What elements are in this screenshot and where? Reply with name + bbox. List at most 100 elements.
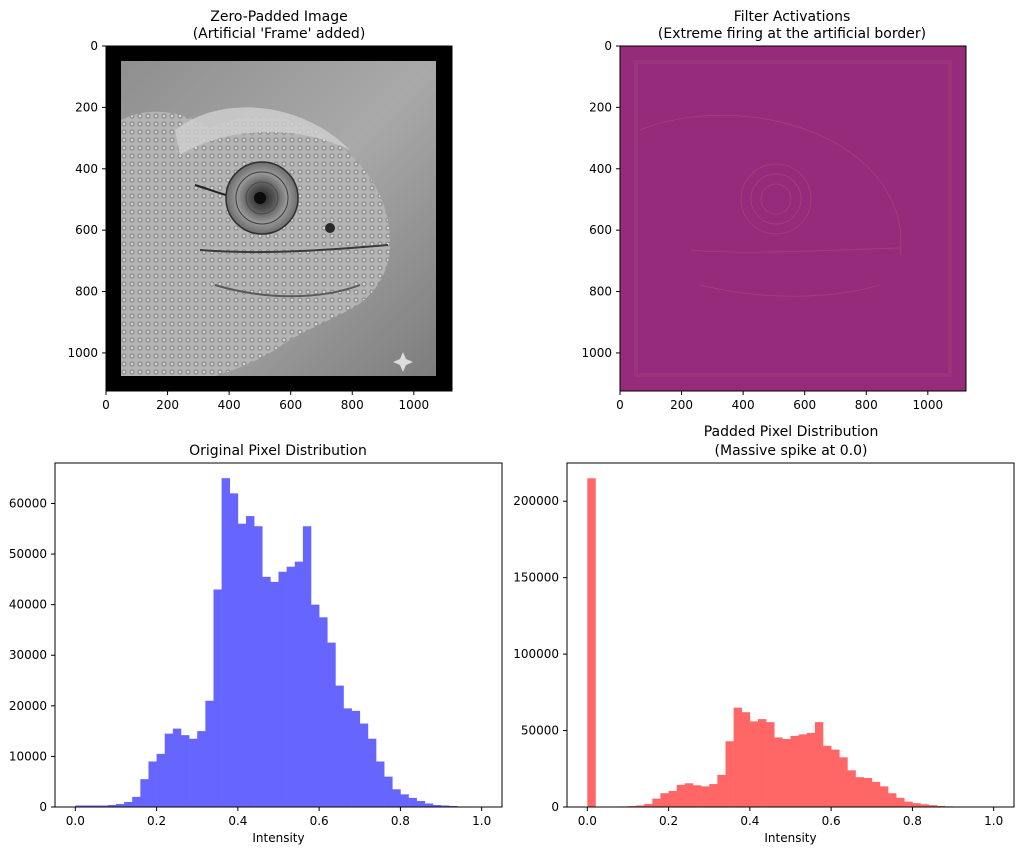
x-tick-label: 0.2 [659, 814, 678, 828]
histogram-bar [392, 789, 401, 807]
histogram-bar [75, 805, 84, 807]
axes-frame [619, 45, 967, 392]
histogram-bar [286, 566, 296, 807]
y-tick-label: 600 [75, 223, 98, 237]
x-tick-label: 0.4 [228, 814, 247, 828]
histogram-bar [99, 805, 109, 807]
histogram-bar [140, 779, 149, 807]
chameleon-illustration [121, 107, 413, 376]
histogram-bar [692, 785, 702, 807]
histogram-bar [107, 804, 117, 807]
histogram-bar [400, 794, 409, 807]
histogram-bar [717, 774, 726, 807]
y-tick-label: 200000 [513, 494, 559, 508]
panel-padded-distribution: Padded Pixel Distribution (Massive spike… [513, 424, 1015, 845]
y-tick-label: 1000 [581, 346, 612, 360]
histogram-bar [790, 735, 799, 807]
x-tick-label: 0.0 [66, 814, 85, 828]
histogram-bar [725, 741, 734, 807]
histogram-bar [115, 803, 125, 807]
axis-ticks: 0.0 0.2 0.4 0.6 0.8 1.0 0 10000 20000 30000 40000 5… [9, 496, 491, 828]
histogram-bar [766, 722, 775, 807]
histogram-bar [701, 786, 710, 807]
histogram-bar [384, 776, 393, 807]
histogram-bar [205, 700, 214, 807]
y-tick-label: 0 [39, 800, 47, 814]
histogram-bar [636, 805, 645, 807]
histogram-bar [213, 589, 222, 807]
x-tick-label: 0.4 [740, 814, 759, 828]
histogram-bar [245, 516, 255, 807]
histogram-bar [189, 738, 198, 807]
histogram-bar [839, 757, 848, 807]
y-tick-label: 40000 [9, 598, 47, 612]
title-line: Original Pixel Distribution [189, 443, 367, 459]
y-tick-label: 0 [90, 39, 98, 53]
histogram-bar [237, 523, 247, 807]
histogram-bar [676, 784, 686, 807]
x-tick-label: 1000 [913, 398, 944, 412]
histogram-bar [416, 800, 426, 807]
y-tick-label: 600 [589, 223, 612, 237]
y-tick-label: 100000 [513, 647, 559, 661]
histogram-bar [359, 723, 369, 807]
histogram-bar [928, 805, 938, 807]
y-tick-label: 800 [589, 285, 612, 299]
histogram-bar [709, 784, 718, 807]
histogram-bar [221, 478, 231, 807]
axes-frame [566, 462, 1015, 808]
title-line: (Artificial 'Frame' added) [193, 26, 366, 42]
title-line: Padded Pixel Distribution [704, 424, 879, 440]
y-tick-label: 150000 [513, 571, 559, 585]
histogram-bar [798, 734, 808, 807]
histogram-bar [757, 719, 767, 807]
histogram-bar [91, 805, 100, 807]
histogram-bar [684, 783, 694, 807]
histogram-bar [847, 770, 856, 807]
histogram-bar [814, 722, 824, 807]
y-tick-label: 20000 [9, 699, 47, 713]
y-tick-label: 30000 [9, 648, 47, 662]
histogram-bar [449, 805, 458, 807]
x-tick-label: 600 [793, 398, 816, 412]
y-tick-label: 200 [589, 100, 612, 114]
histogram-bar [367, 738, 377, 807]
histogram-bar [319, 617, 328, 807]
panel-original-distribution: Original Pixel Distribution 0.0 0.2 0.4 0.6… [9, 443, 503, 845]
histogram-bar [936, 805, 946, 807]
x-tick-label: 800 [855, 398, 878, 412]
title-line: Filter Activations [734, 9, 851, 25]
histogram-bar [180, 735, 190, 807]
histogram-bar [327, 642, 336, 807]
histogram-bar [343, 708, 352, 807]
y-tick-label: 10000 [9, 749, 47, 763]
axes-frame [105, 45, 453, 392]
histogram-bar [148, 761, 157, 807]
x-tick-label: 0.6 [310, 814, 329, 828]
histogram-bar [888, 793, 897, 807]
x-tick-label: 1.0 [984, 814, 1003, 828]
title-line: Zero-Padded Image [210, 9, 348, 25]
histogram-bar [197, 731, 206, 807]
histogram-bar [855, 777, 864, 807]
histogram-bar [863, 777, 873, 807]
y-tick-label: 60000 [9, 496, 47, 510]
histogram-bar [424, 803, 434, 807]
histogram-bar [749, 721, 759, 807]
histogram-bar [124, 801, 133, 807]
x-tick-label: 0.2 [147, 814, 166, 828]
histogram-bar [172, 728, 182, 807]
title-line: (Massive spike at 0.0) [715, 443, 868, 459]
x-tick-label: 0.8 [391, 814, 410, 828]
histogram-bar [871, 781, 881, 807]
histogram-bar [376, 761, 385, 807]
histogram-bar [782, 738, 791, 807]
histogram-bar [294, 561, 304, 807]
activation-map [620, 46, 966, 391]
axis-ticks: 0 200 400 600 800 1000 0 200 400 600 800 1000 [67, 39, 429, 412]
histogram-bar [823, 745, 832, 807]
y-tick-label: 200 [75, 100, 98, 114]
histogram-bar [432, 804, 442, 807]
y-tick-label: 400 [75, 162, 98, 176]
